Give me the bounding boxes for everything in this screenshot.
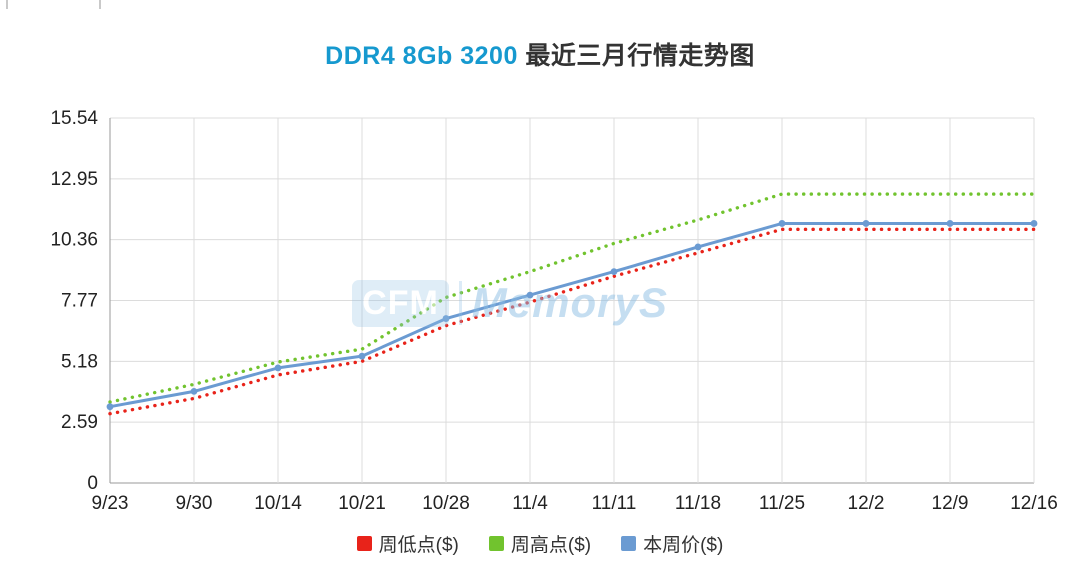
x-tick-label: 11/11: [592, 493, 637, 514]
x-tick-label: 10/28: [422, 493, 470, 514]
series-line-周低点($): [108, 227, 1036, 416]
series-line-周高点($): [108, 192, 1036, 404]
series-marker: [442, 315, 450, 322]
x-tick-label: 10/14: [254, 493, 302, 514]
series-marker: [274, 364, 282, 372]
series-marker: [526, 291, 534, 299]
series-marker: [862, 220, 870, 227]
series-marker: [106, 403, 114, 411]
legend-swatch-current-week: [621, 536, 637, 551]
y-tick-label: 10.36: [50, 230, 98, 251]
y-tick-label: 2.59: [61, 412, 98, 433]
y-tick-label: 12.95: [50, 169, 98, 190]
screen-edge-artifact: [99, 0, 101, 9]
title-product-name: DDR4 8Gb 3200: [325, 42, 518, 70]
x-tick-label: 12/16: [1010, 493, 1058, 514]
x-tick-label: 11/18: [675, 493, 721, 514]
legend-label-week-high: 周高点($): [510, 535, 592, 556]
series-line-本周价($): [109, 221, 1034, 409]
y-tick-label: 15.54: [50, 108, 98, 129]
legend-item-current-week[interactable]: 本周价($): [621, 530, 723, 557]
y-tick-label: 7.77: [61, 291, 98, 312]
series-marker: [946, 220, 954, 227]
y-tick-label: 5.18: [61, 351, 98, 372]
x-tick-label: 11/4: [512, 493, 548, 514]
screen-edge-artifact: [6, 0, 8, 9]
series-marker: [610, 268, 618, 276]
page-title: DDR4 8Gb 3200 最近三月行情走势图: [0, 36, 1080, 72]
legend-label-week-low: 周低点($): [378, 535, 459, 556]
x-tick-label: 9/30: [176, 493, 213, 514]
series-marker: [1030, 220, 1038, 227]
x-tick-label: 12/2: [848, 493, 885, 514]
y-tick-label: 0: [87, 473, 98, 494]
x-tick-label: 9/23: [92, 493, 129, 514]
series-marker: [694, 243, 702, 251]
title-suffix: 最近三月行情走势图: [517, 42, 755, 70]
legend-label-current-week: 本周价($): [643, 535, 724, 556]
legend-swatch-week-high: [488, 536, 504, 551]
legend-item-week-high[interactable]: 周高点($): [488, 530, 592, 557]
series-marker: [190, 387, 198, 395]
x-tick-label: 11/25: [759, 493, 805, 514]
chart-legend: 周低点($) 周高点($) 本周价($): [0, 530, 1080, 557]
x-tick-label: 12/9: [932, 493, 969, 514]
series-marker: [778, 220, 786, 227]
legend-item-week-low[interactable]: 周低点($): [356, 530, 459, 557]
series-marker: [358, 352, 366, 360]
legend-swatch-week-low: [356, 536, 372, 551]
x-tick-label: 10/21: [338, 493, 386, 514]
